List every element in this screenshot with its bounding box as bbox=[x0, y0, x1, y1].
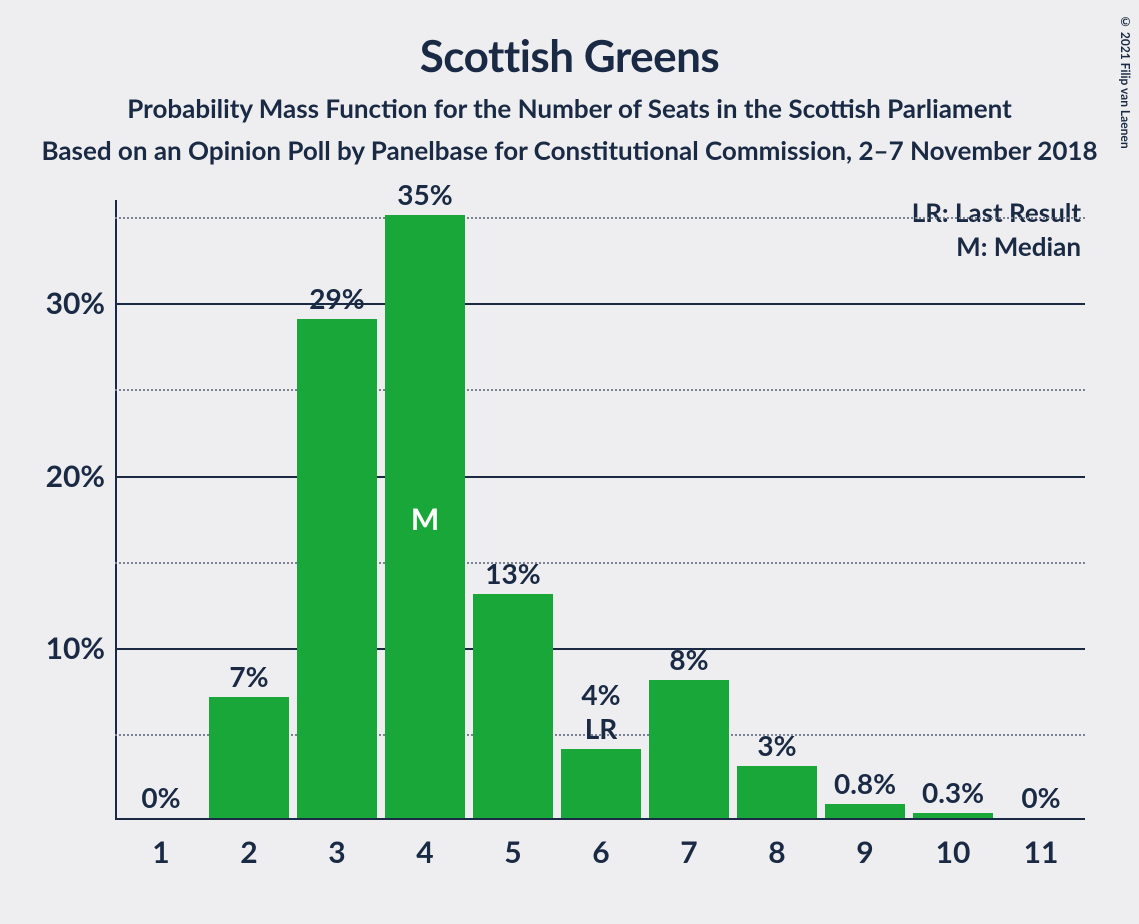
bar-value-label: 13% bbox=[485, 556, 540, 590]
bar-value-label: 0% bbox=[1021, 780, 1060, 814]
grid-minor bbox=[115, 562, 1085, 564]
chart-legend: LR: Last Result M: Median bbox=[912, 196, 1081, 264]
x-tick-label: 3 bbox=[328, 834, 345, 870]
bar-value-label: 0% bbox=[141, 780, 180, 814]
bar bbox=[297, 319, 378, 818]
grid-major bbox=[115, 648, 1085, 650]
legend-item-m: M: Median bbox=[912, 230, 1081, 264]
bar-value-label: 0.8% bbox=[834, 766, 896, 800]
x-tick-label: 5 bbox=[504, 834, 521, 870]
x-tick-label: 9 bbox=[856, 834, 873, 870]
copyright-text: © 2021 Filip van Laenen bbox=[1118, 14, 1133, 149]
bar-value-label: 8% bbox=[669, 642, 708, 676]
chart-title: Scottish Greens bbox=[0, 30, 1139, 82]
y-axis bbox=[115, 200, 117, 820]
chart-container: Scottish Greens Probability Mass Functio… bbox=[0, 0, 1139, 924]
bar-value-label: 4% bbox=[581, 677, 620, 711]
x-tick-label: 2 bbox=[240, 834, 257, 870]
bar-marker-label: M bbox=[411, 501, 439, 537]
y-tick-label: 20% bbox=[20, 458, 105, 494]
y-tick-label: 30% bbox=[20, 285, 105, 321]
grid-major bbox=[115, 303, 1085, 305]
bar bbox=[473, 594, 554, 818]
bar bbox=[825, 804, 906, 818]
bar-value-label: 35% bbox=[397, 177, 452, 211]
x-tick-label: 8 bbox=[768, 834, 785, 870]
bar-value-label: 7% bbox=[229, 659, 268, 693]
x-tick-label: 10 bbox=[936, 834, 971, 870]
bar bbox=[737, 766, 818, 818]
x-tick-label: 7 bbox=[680, 834, 697, 870]
bar-marker-label: LR bbox=[585, 711, 618, 745]
bar bbox=[209, 697, 290, 818]
bar-value-label: 0.3% bbox=[922, 775, 984, 809]
x-tick-label: 1 bbox=[152, 834, 169, 870]
bar bbox=[913, 813, 994, 818]
x-tick-label: 6 bbox=[592, 834, 609, 870]
x-tick-label: 4 bbox=[416, 834, 433, 870]
grid-major bbox=[115, 476, 1085, 478]
x-axis bbox=[115, 818, 1085, 820]
bar bbox=[649, 680, 730, 818]
legend-item-lr: LR: Last Result bbox=[912, 196, 1081, 230]
grid-minor bbox=[115, 217, 1085, 219]
y-tick-label: 10% bbox=[20, 630, 105, 666]
bar-value-label: 29% bbox=[309, 281, 364, 315]
x-tick-label: 11 bbox=[1024, 834, 1059, 870]
chart-subtitle-2: Based on an Opinion Poll by Panelbase fo… bbox=[0, 134, 1139, 166]
chart-subtitle-1: Probability Mass Function for the Number… bbox=[0, 92, 1139, 124]
bar-value-label: 3% bbox=[757, 728, 796, 762]
plot-area: LR: Last Result M: Median 10%20%30%0%17%… bbox=[115, 200, 1085, 820]
grid-minor bbox=[115, 389, 1085, 391]
bar bbox=[561, 749, 642, 818]
